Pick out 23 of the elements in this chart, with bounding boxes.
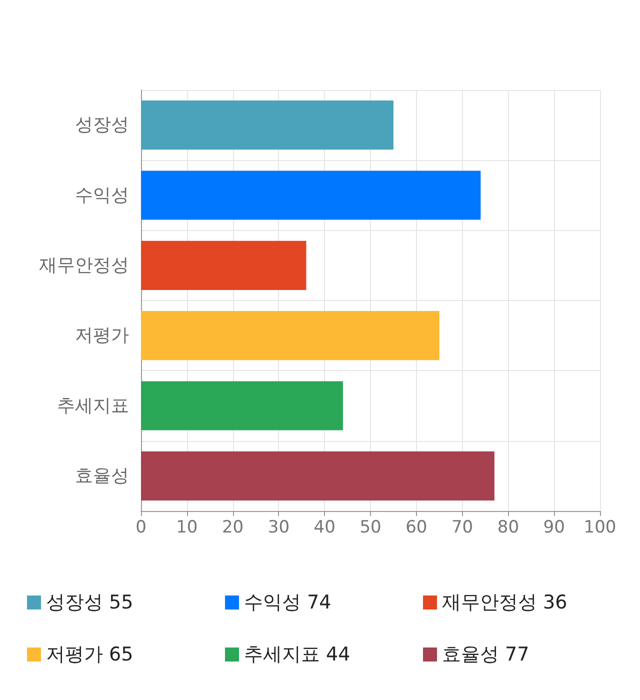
y-tick-label: 저평가 [75, 325, 129, 346]
x-tick-label: 90 [543, 518, 565, 538]
legend-label: 효율성 77 [442, 644, 530, 666]
x-tick-label: 10 [176, 518, 198, 538]
y-tick-label: 재무안정성 [39, 254, 129, 276]
y-tick-label: 추세지표 [57, 395, 129, 416]
legend-label: 수익성 74 [244, 592, 332, 614]
legend-label: 성장성 55 [46, 592, 134, 614]
legend-label: 추세지표 44 [244, 644, 350, 666]
x-tick-label: 50 [360, 518, 382, 538]
x-tick-label: 60 [406, 518, 428, 538]
x-tick-label: 40 [314, 518, 336, 538]
y-tick-label: 수익성 [75, 184, 129, 206]
y-tick-label: 효율성 [75, 465, 129, 486]
x-tick-label: 100 [584, 518, 616, 538]
x-tick-label: 70 [451, 518, 474, 538]
x-tick-label: 0 [136, 518, 146, 538]
y-tick-label: 성장성 [75, 114, 129, 136]
x-tick-label: 20 [222, 518, 244, 538]
legend-label: 재무안정성 36 [442, 592, 568, 614]
legend-label: 저평가 65 [46, 644, 134, 666]
x-tick-label: 30 [268, 518, 290, 538]
x-tick-label: 80 [497, 518, 520, 538]
